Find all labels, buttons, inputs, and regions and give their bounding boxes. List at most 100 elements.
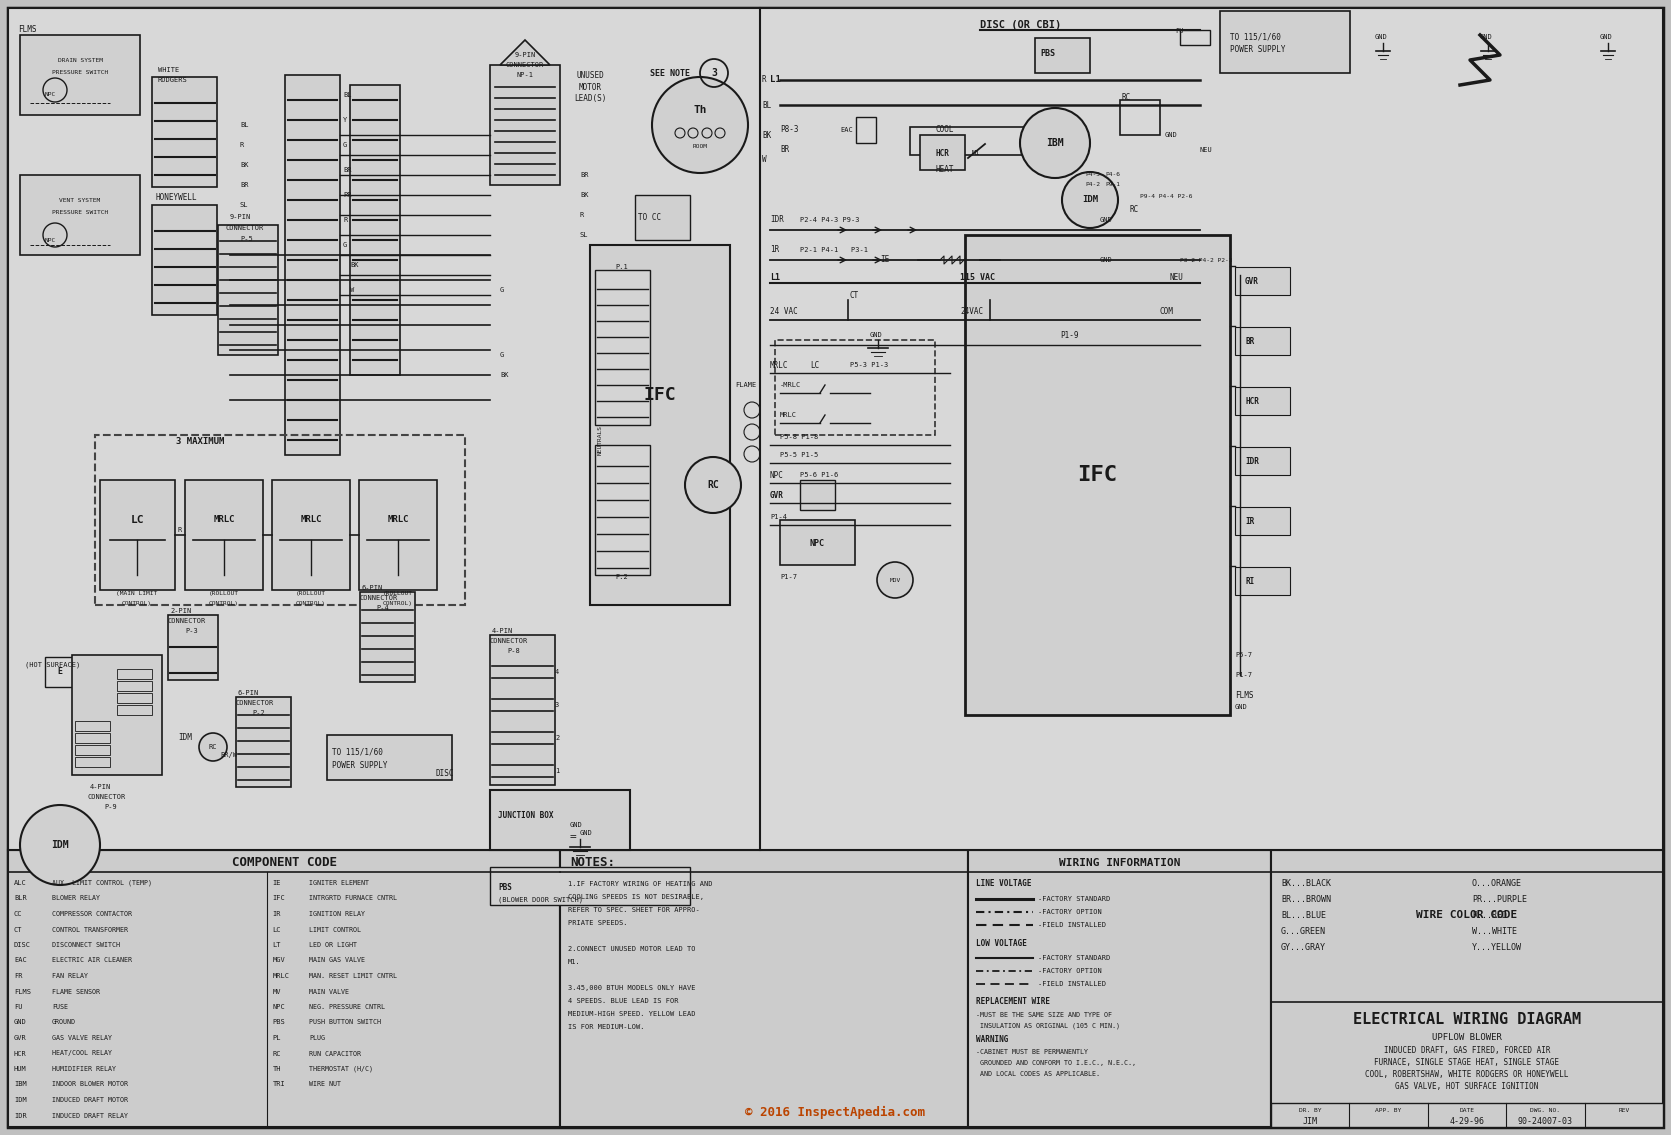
- Text: GAS VALVE RELAY: GAS VALVE RELAY: [52, 1035, 112, 1041]
- Text: NPC: NPC: [272, 1004, 286, 1010]
- Text: P-8: P-8: [506, 648, 520, 654]
- Text: FAN RELAY: FAN RELAY: [52, 973, 89, 980]
- Text: 3: 3: [555, 703, 560, 708]
- Text: (ROLLOUT: (ROLLOUT: [209, 591, 239, 597]
- Text: PBS: PBS: [1039, 49, 1054, 58]
- Text: P5-6 P1-6: P5-6 P1-6: [800, 472, 839, 478]
- Text: WIRE COLOR CODE: WIRE COLOR CODE: [1417, 910, 1517, 920]
- Bar: [95, 435, 465, 605]
- Text: ELECTRIC AIR CLEANER: ELECTRIC AIR CLEANER: [52, 958, 132, 964]
- Text: INSULATION AS ORIGINAL (105 C MIN.): INSULATION AS ORIGINAL (105 C MIN.): [976, 1023, 1120, 1029]
- Text: PR: PR: [343, 192, 351, 197]
- Text: GND: GND: [1100, 257, 1113, 263]
- Text: PR...PURPLE: PR...PURPLE: [1472, 896, 1527, 905]
- Text: ALC: ALC: [13, 880, 27, 886]
- Text: FLAME: FLAME: [735, 382, 757, 388]
- Text: -MRLC: -MRLC: [780, 382, 802, 388]
- Bar: [8, 850, 1663, 1127]
- Text: UNUSED: UNUSED: [576, 70, 603, 79]
- Text: TO 115/1/60: TO 115/1/60: [333, 748, 383, 757]
- Text: UPFLOW BLOWER: UPFLOW BLOWER: [1432, 1033, 1502, 1042]
- Text: POWER SUPPLY: POWER SUPPLY: [333, 760, 388, 770]
- Text: P1-7: P1-7: [780, 574, 797, 580]
- Text: BR: BR: [580, 173, 588, 178]
- Bar: [1235, 267, 1290, 295]
- Text: NEG. PRESSURE CNTRL: NEG. PRESSURE CNTRL: [309, 1004, 386, 1010]
- Text: FU: FU: [1175, 28, 1183, 34]
- Bar: [780, 520, 856, 565]
- Text: G: G: [343, 242, 348, 249]
- Bar: [328, 735, 451, 780]
- Text: COOLING SPEEDS IS NOT DESIRABLE,: COOLING SPEEDS IS NOT DESIRABLE,: [568, 894, 703, 900]
- Text: L1: L1: [770, 76, 780, 84]
- Text: 24 VAC: 24 VAC: [770, 308, 797, 317]
- Text: BR: BR: [241, 182, 249, 188]
- Bar: [968, 850, 1272, 1127]
- Bar: [775, 340, 936, 435]
- Text: BK: BK: [580, 192, 588, 197]
- Text: P4-2: P4-2: [1084, 183, 1100, 187]
- Text: IE: IE: [881, 255, 889, 264]
- Text: P3-2 P4-2 P2-3: P3-2 P4-2 P2-3: [1180, 258, 1233, 262]
- Text: GND: GND: [1235, 704, 1248, 711]
- Circle shape: [1063, 173, 1118, 228]
- Text: INTRGRTD FURNACE CNTRL: INTRGRTD FURNACE CNTRL: [309, 896, 398, 901]
- Text: 24VAC: 24VAC: [961, 308, 983, 317]
- Text: P1-4: P1-4: [770, 514, 787, 520]
- Bar: [236, 697, 291, 787]
- Text: DATE: DATE: [1459, 1109, 1474, 1113]
- Text: P1-9: P1-9: [1059, 330, 1078, 339]
- Text: P5-3 P1-3: P5-3 P1-3: [851, 362, 889, 368]
- Text: MGV: MGV: [272, 958, 286, 964]
- Text: G: G: [500, 287, 505, 293]
- Text: GND: GND: [1165, 132, 1178, 138]
- Text: FUSE: FUSE: [52, 1004, 69, 1010]
- Text: BR: BR: [1245, 336, 1255, 345]
- Circle shape: [20, 805, 100, 885]
- Text: COOL, ROBERTSHAW, WHITE RODGERS OR HONEYWELL: COOL, ROBERTSHAW, WHITE RODGERS OR HONEY…: [1365, 1069, 1569, 1078]
- Bar: [1034, 37, 1089, 73]
- Text: LOW VOLTAGE: LOW VOLTAGE: [976, 939, 1028, 948]
- Text: Y...YELLOW: Y...YELLOW: [1472, 943, 1522, 952]
- Text: HCR: HCR: [13, 1051, 27, 1057]
- Bar: [590, 245, 730, 605]
- Bar: [185, 480, 262, 590]
- Text: CONNECTOR: CONNECTOR: [87, 794, 125, 800]
- Text: IDM: IDM: [52, 840, 69, 850]
- Text: FLMS: FLMS: [13, 989, 32, 994]
- Bar: [635, 195, 690, 239]
- Text: E: E: [57, 667, 62, 676]
- Text: SL: SL: [580, 232, 588, 238]
- Text: P2-4 P4-3 P9-3: P2-4 P4-3 P9-3: [800, 217, 859, 222]
- Text: 1R: 1R: [770, 245, 779, 254]
- Text: DWG. NO.: DWG. NO.: [1531, 1109, 1561, 1113]
- Text: PRESSURE SWITCH: PRESSURE SWITCH: [52, 69, 109, 75]
- Text: 9-PIN: 9-PIN: [231, 215, 251, 220]
- Bar: [349, 85, 399, 375]
- Text: (MAIN LIMIT: (MAIN LIMIT: [117, 591, 157, 597]
- Circle shape: [199, 733, 227, 760]
- Text: BK: BK: [762, 131, 772, 140]
- Text: P-5: P-5: [241, 236, 252, 242]
- Bar: [8, 8, 1663, 850]
- Text: P9-1: P9-1: [1105, 183, 1120, 187]
- Text: IR: IR: [1245, 516, 1255, 526]
- Text: (ROLLOUT: (ROLLOUT: [296, 591, 326, 597]
- Text: THERMOSTAT (H/C): THERMOSTAT (H/C): [309, 1066, 373, 1073]
- Text: CT: CT: [13, 926, 22, 933]
- Text: NPC: NPC: [45, 92, 57, 98]
- Text: LT: LT: [272, 942, 281, 948]
- Text: FLAME SENSOR: FLAME SENSOR: [52, 989, 100, 994]
- Bar: [1235, 568, 1290, 595]
- Text: GY...GRAY: GY...GRAY: [1282, 943, 1327, 952]
- Text: RI: RI: [1245, 577, 1255, 586]
- Text: INDUCED DRAFT RELAY: INDUCED DRAFT RELAY: [52, 1112, 129, 1118]
- Text: WHITE: WHITE: [159, 67, 179, 73]
- Bar: [72, 655, 162, 775]
- Text: CONNECTOR: CONNECTOR: [359, 595, 398, 602]
- Text: GROUNDED AND CONFORM TO I.E.C., N.E.C.,: GROUNDED AND CONFORM TO I.E.C., N.E.C.,: [976, 1060, 1136, 1066]
- Text: HONEYWELL: HONEYWELL: [155, 193, 197, 202]
- Text: CONNECTOR: CONNECTOR: [506, 62, 545, 68]
- Text: MV: MV: [272, 989, 281, 994]
- Text: MEDIUM-HIGH SPEED. YELLOW LEAD: MEDIUM-HIGH SPEED. YELLOW LEAD: [568, 1011, 695, 1017]
